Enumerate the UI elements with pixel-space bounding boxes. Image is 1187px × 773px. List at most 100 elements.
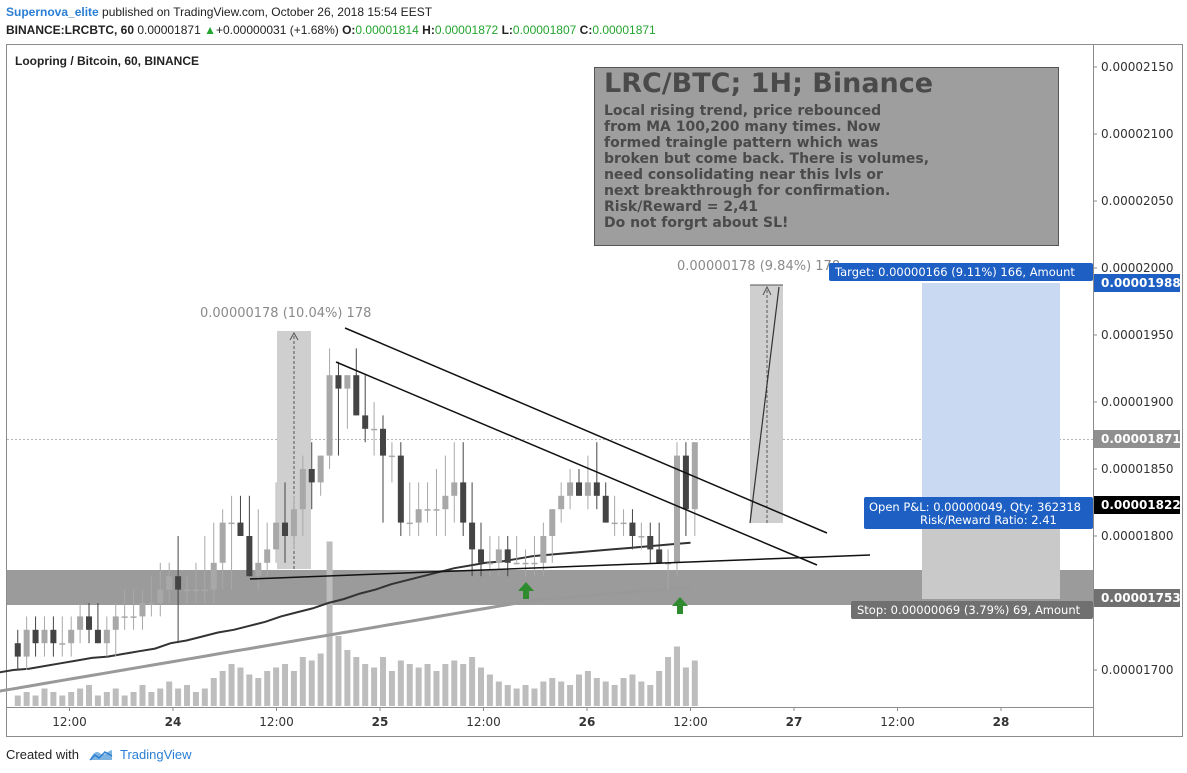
measure-label-1: 0.00000178 (10.04%) 178 <box>200 306 371 321</box>
candle-body <box>317 455 324 483</box>
stop-tag[interactable]: Stop: 0.00000069 (3.79%) 69, Amount <box>851 601 1093 619</box>
candle-body <box>246 536 253 577</box>
volume-bar <box>691 660 698 706</box>
volume-bar <box>335 636 342 706</box>
candle-body <box>629 522 636 536</box>
price-tick-label: 0.00002100 <box>1101 127 1174 141</box>
volume-bar <box>41 688 48 706</box>
volume-bar <box>629 674 636 706</box>
rr-label: Risk/Reward Ratio: 2.41 <box>920 513 1057 527</box>
high-label: H: <box>418 23 435 37</box>
low-value: 0.00001807 <box>512 23 577 37</box>
candle-body <box>299 469 306 510</box>
chart-frame <box>6 44 1183 737</box>
pnl-tag[interactable]: Open P&L: 0.00000049, Qty: 362318 Risk/R… <box>864 497 1093 529</box>
volume-bar <box>388 671 395 706</box>
volume-bar <box>50 692 57 706</box>
candle-body <box>175 576 182 590</box>
volume-bar <box>246 674 253 706</box>
candle-body <box>210 562 217 590</box>
volume-bar <box>86 685 93 706</box>
candle-body <box>602 495 609 523</box>
time-tick-label: 12:00 <box>259 715 294 729</box>
candle-body <box>184 589 191 592</box>
volume-bar <box>228 664 235 706</box>
open-label: O: <box>338 23 356 37</box>
target-zone <box>922 283 1060 505</box>
volume-bar <box>23 692 30 706</box>
candle-body <box>656 549 663 563</box>
tradingview-link[interactable]: TradingView <box>120 747 192 762</box>
volume-bar <box>192 692 199 706</box>
candle-body <box>522 562 529 565</box>
volume-bar <box>682 667 689 706</box>
note-box <box>594 67 1059 246</box>
volume-bar <box>442 664 449 706</box>
candle-body <box>469 522 476 550</box>
candle-body <box>558 495 565 510</box>
price-tag-target: 0.00001988 <box>1094 274 1181 292</box>
volume-bar <box>504 685 511 706</box>
volume-bar <box>620 678 627 706</box>
candle-body <box>495 549 502 563</box>
volume-bar <box>575 674 582 706</box>
volume-bar <box>424 664 431 706</box>
volume-bar <box>282 664 289 706</box>
volume-bar <box>344 650 351 706</box>
publication-header: Supernova_elite published on TradingView… <box>6 3 656 39</box>
volume-bar <box>531 688 538 706</box>
published-text: published on TradingView.com, October 26… <box>98 5 433 19</box>
target-tag[interactable]: Target: 0.00000166 (9.11%) 166, Amount <box>829 263 1093 281</box>
volume-bar <box>638 681 645 706</box>
candle-body <box>442 495 449 510</box>
measure-arrowhead-1 <box>289 331 299 341</box>
volume-bar <box>210 678 217 706</box>
projection-line <box>749 286 780 524</box>
note-line: Risk/Reward = 2,41 <box>604 199 758 215</box>
pnl-label: Open P&L: 0.00000049, Qty: 362318 <box>869 500 1081 514</box>
candle-body <box>166 576 173 590</box>
price-axis[interactable]: 0.00002150 0.00002100 0.00002050 0.00002000… <box>1093 60 1174 677</box>
time-tick-label: 12:00 <box>466 715 501 729</box>
time-axis[interactable]: 12:00 24 12:00 25 12:00 26 12:00 27 12:00 28 <box>52 707 1009 729</box>
candle-body <box>638 536 645 538</box>
volume-bar <box>656 671 663 706</box>
candle-body <box>14 643 21 657</box>
candle-body <box>86 616 93 630</box>
ma100-line <box>0 541 691 674</box>
ma200-line <box>0 585 691 693</box>
candle-body <box>406 522 413 525</box>
volume-bar <box>513 688 520 706</box>
candle-body <box>620 522 627 525</box>
volume-bar <box>558 681 565 706</box>
volume-bar <box>32 695 39 706</box>
author-link[interactable]: Supernova_elite <box>6 5 99 19</box>
note-line: need consolidating near this lvls or <box>604 167 883 183</box>
candle-body <box>68 629 75 644</box>
candle-body <box>531 562 538 565</box>
price-tick-label: 0.00002050 <box>1101 194 1174 208</box>
volume-bar <box>290 671 297 706</box>
symbol-label: BINANCE:LRCBTC, 60 <box>6 23 135 37</box>
volume-bar <box>665 657 672 706</box>
note-line: from MA 100,200 many times. Now <box>604 119 881 135</box>
measure-label-2: 0.00000178 (9.84%) 178 <box>677 259 840 274</box>
chart-legend: Loopring / Bitcoin, 60, BINANCE <box>15 54 199 68</box>
trendline-upper <box>344 327 828 534</box>
volume-bar <box>567 685 574 706</box>
candle-body <box>148 603 155 605</box>
volume-bar <box>584 671 591 706</box>
candle-body <box>549 509 556 536</box>
price-tag-entry: 0.00001822 <box>1094 496 1181 514</box>
analysis-note[interactable]: LRC/BTC; 1H; Binance Local rising trend,… <box>594 67 1059 246</box>
time-tick-label: 25 <box>372 715 389 729</box>
volume-bar <box>77 688 84 706</box>
note-line: formed traingle pattern which was <box>604 135 878 151</box>
candle-body <box>255 562 262 577</box>
volume-bar <box>397 660 404 706</box>
price-tag-entry-text: 0.00001822 <box>1101 498 1181 512</box>
price-tick-label: 0.00001800 <box>1101 529 1174 543</box>
time-tick-label: 12:00 <box>880 715 915 729</box>
volume-bar <box>673 646 680 706</box>
